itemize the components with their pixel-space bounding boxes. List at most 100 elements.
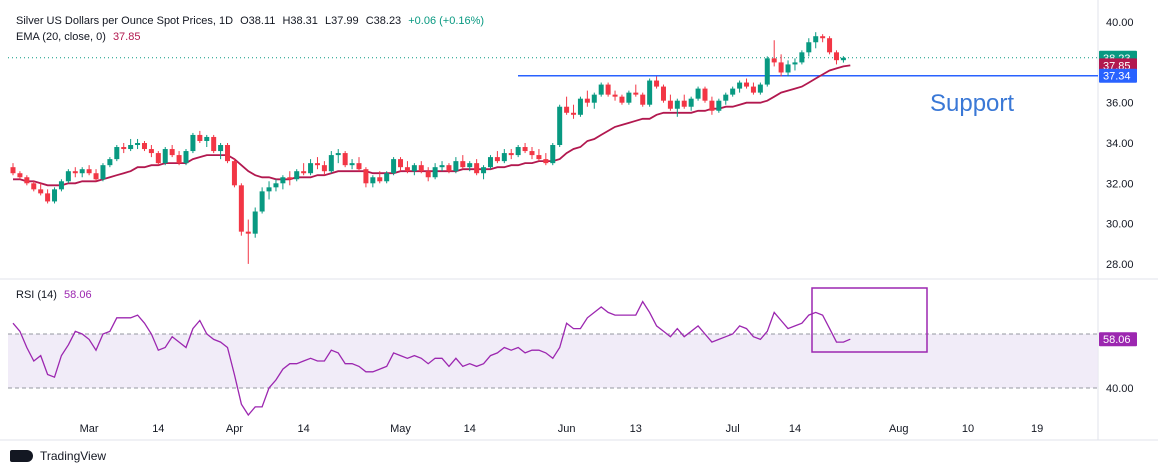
ema-value: 37.85 bbox=[112, 31, 141, 43]
time-tick-label: 10 bbox=[962, 423, 974, 435]
time-tick-label: 14 bbox=[789, 423, 801, 435]
candle-body bbox=[750, 86, 756, 93]
candle-body bbox=[183, 151, 189, 164]
rsi-legend: RSI (14) 58.06 bbox=[16, 289, 96, 301]
candle-body bbox=[612, 94, 618, 97]
candle-body bbox=[674, 100, 680, 109]
candle-body bbox=[730, 88, 736, 95]
candle-body bbox=[557, 106, 563, 146]
candle-body bbox=[564, 106, 570, 113]
candle-body bbox=[474, 163, 480, 174]
candle-body bbox=[792, 62, 798, 65]
candle-body bbox=[349, 163, 355, 166]
candle-body bbox=[515, 147, 521, 156]
candle-body bbox=[107, 159, 113, 166]
time-tick-label: 14 bbox=[298, 423, 310, 435]
candle-body bbox=[377, 177, 383, 182]
candle-body bbox=[86, 169, 92, 174]
rsi-value-box bbox=[1099, 332, 1137, 347]
candle-body bbox=[321, 165, 327, 172]
candle-body bbox=[128, 145, 134, 150]
brand-label: TradingView bbox=[40, 449, 107, 463]
candle-body bbox=[211, 136, 217, 152]
candle-body bbox=[840, 57, 846, 61]
candle-body bbox=[806, 42, 812, 53]
candle-body bbox=[737, 82, 743, 89]
price-tick-label: 36.00 bbox=[1106, 98, 1134, 110]
candle-body bbox=[342, 153, 348, 166]
candle-body bbox=[225, 145, 231, 162]
time-tick-label: 14 bbox=[152, 423, 164, 435]
time-tick-label: Aug bbox=[889, 423, 909, 435]
candle-body bbox=[301, 171, 307, 174]
candle-body bbox=[404, 167, 410, 172]
candle-body bbox=[494, 157, 500, 162]
candle-body bbox=[391, 159, 397, 174]
candle-body bbox=[169, 149, 175, 156]
candle-body bbox=[363, 169, 369, 184]
candle-body bbox=[778, 62, 784, 73]
candle-body bbox=[280, 177, 286, 184]
candle-body bbox=[785, 64, 791, 73]
candle-body bbox=[577, 98, 583, 115]
candle-body bbox=[384, 173, 390, 182]
candle-body bbox=[799, 52, 805, 63]
rsi-value: 58.06 bbox=[64, 289, 92, 301]
candle-body bbox=[660, 86, 666, 101]
ema-label: EMA (20, close, 0) bbox=[16, 31, 106, 43]
time-tick-label: 19 bbox=[1031, 423, 1043, 435]
candle-body bbox=[771, 58, 777, 63]
candle-body bbox=[543, 159, 549, 164]
candle-body bbox=[584, 98, 590, 103]
symbol-title: Silver US Dollars per Ounce Spot Prices,… bbox=[16, 15, 234, 27]
candle-body bbox=[65, 171, 71, 182]
candle-body bbox=[17, 173, 23, 178]
candle-body bbox=[446, 165, 452, 172]
candle-body bbox=[522, 147, 528, 152]
price-tick-label: 40.00 bbox=[1106, 17, 1134, 29]
candle-body bbox=[100, 165, 106, 180]
candle-body bbox=[633, 92, 639, 95]
candle-body bbox=[204, 136, 210, 141]
candle-body bbox=[79, 169, 85, 174]
candle-body bbox=[508, 153, 514, 156]
candle-body bbox=[550, 145, 556, 164]
time-tick-label: Jun bbox=[558, 423, 576, 435]
candle-body bbox=[31, 183, 37, 190]
candle-body bbox=[148, 149, 154, 154]
rsi-tick-label: 40.00 bbox=[1106, 383, 1134, 395]
rsi-line bbox=[12, 300, 851, 417]
candle-body bbox=[453, 161, 459, 172]
candle-body bbox=[162, 149, 168, 164]
price-label-box bbox=[1099, 68, 1137, 83]
candle-body bbox=[460, 161, 466, 168]
candle-body bbox=[723, 94, 729, 101]
candle-body bbox=[176, 155, 182, 164]
candle-body bbox=[619, 96, 625, 103]
candle-body bbox=[238, 185, 244, 232]
candle-body bbox=[287, 177, 293, 180]
candle-body bbox=[439, 165, 445, 168]
candle-body bbox=[328, 155, 334, 172]
candle-body bbox=[833, 52, 839, 61]
candle-body bbox=[744, 82, 750, 87]
candle-body bbox=[667, 100, 673, 109]
price-label-text: 37.34 bbox=[1103, 71, 1131, 83]
candle-body bbox=[598, 84, 604, 95]
candle-body bbox=[114, 147, 120, 160]
candle-body bbox=[370, 177, 376, 184]
candle-body bbox=[141, 143, 147, 150]
time-tick-label: Jul bbox=[726, 423, 740, 435]
candle-body bbox=[764, 58, 770, 85]
time-tick-label: 13 bbox=[630, 423, 642, 435]
price-legend: Silver US Dollars per Ounce Spot Prices,… bbox=[16, 15, 488, 27]
change-value: +0.06 (+0.16%) bbox=[408, 15, 485, 27]
candle-body bbox=[501, 153, 507, 162]
tradingview-logo-icon bbox=[10, 450, 33, 462]
candle-body bbox=[467, 163, 473, 168]
candle-body bbox=[654, 80, 660, 87]
tradingview-brand[interactable]: TradingView bbox=[10, 449, 106, 463]
candle-body bbox=[259, 191, 265, 212]
rsi-highlight-box bbox=[811, 287, 928, 353]
